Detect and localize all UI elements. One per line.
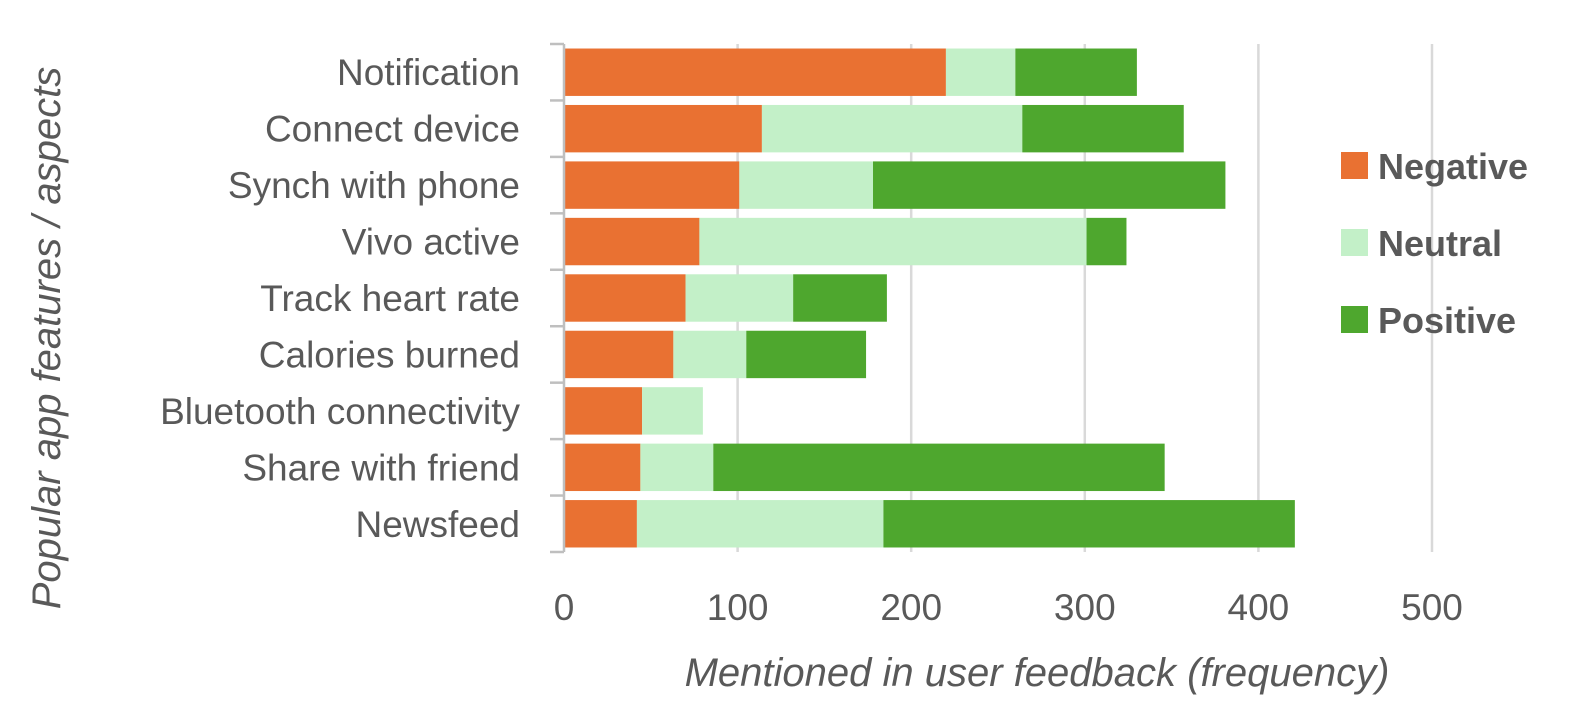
bar-segment-positive xyxy=(713,443,1165,492)
bar-segment-positive xyxy=(793,274,887,322)
bar-segment-neutral xyxy=(761,104,1023,153)
x-tick-label: 300 xyxy=(1054,587,1116,628)
bar-segment-negative xyxy=(564,443,641,492)
legend: Negative Neutral Positive xyxy=(1341,146,1528,341)
bar-segment-positive xyxy=(883,500,1295,548)
bar-segment-neutral xyxy=(636,500,884,548)
legend-swatch-positive xyxy=(1341,306,1368,333)
bar-segment-neutral xyxy=(673,330,747,379)
bar-segment-neutral xyxy=(699,217,1087,266)
legend-swatch-negative xyxy=(1341,152,1368,179)
bar-segment-positive xyxy=(1086,217,1127,266)
legend-label-neutral: Neutral xyxy=(1378,223,1502,264)
legend-label-negative: Negative xyxy=(1378,146,1528,187)
category-label: Notification xyxy=(337,52,520,93)
bar-segment-negative xyxy=(564,500,637,548)
category-label: Track heart rate xyxy=(260,278,520,319)
bar-segment-negative xyxy=(564,217,700,266)
bar-segment-neutral xyxy=(640,443,714,492)
bars xyxy=(564,48,1295,548)
axis xyxy=(550,42,566,554)
x-tick-label: 100 xyxy=(707,587,769,628)
bar-segment-positive xyxy=(873,161,1226,209)
category-label: Synch with phone xyxy=(228,165,520,206)
category-labels: Notification Connect device Synch with pho… xyxy=(160,52,520,545)
category-label: Calories burned xyxy=(259,334,520,375)
x-tick-label: 200 xyxy=(880,587,942,628)
category-label: Vivo active xyxy=(342,222,520,263)
legend-swatch-neutral xyxy=(1341,229,1368,256)
x-axis-title: Mentioned in user feedback (frequency) xyxy=(685,651,1390,695)
bar-segment-negative xyxy=(564,48,946,96)
category-label: Newsfeed xyxy=(355,504,520,545)
category-label: Connect device xyxy=(265,109,520,150)
bar-segment-negative xyxy=(564,104,762,153)
bar-segment-positive xyxy=(746,330,867,379)
bar-segment-neutral xyxy=(685,274,794,322)
legend-label-positive: Positive xyxy=(1378,300,1516,341)
bar-segment-neutral xyxy=(945,48,1016,96)
y-axis-title: Popular app features / aspects xyxy=(25,67,69,610)
bar-segment-negative xyxy=(564,274,686,322)
bar-segment-negative xyxy=(564,161,740,209)
bar-segment-negative xyxy=(564,387,643,435)
x-tick-label: 400 xyxy=(1228,587,1290,628)
bar-segment-neutral xyxy=(739,161,874,209)
bar-segment-neutral xyxy=(642,387,703,435)
tick-labels: 0 100 200 300 400 500 xyxy=(554,587,1463,628)
category-label: Bluetooth connectivity xyxy=(160,391,520,432)
x-tick-label: 500 xyxy=(1401,587,1463,628)
category-label: Share with friend xyxy=(242,447,520,488)
bar-segment-positive xyxy=(1022,104,1184,153)
x-tick-label: 0 xyxy=(554,587,575,628)
bar-segment-positive xyxy=(1015,48,1137,96)
bar-segment-negative xyxy=(564,330,674,379)
